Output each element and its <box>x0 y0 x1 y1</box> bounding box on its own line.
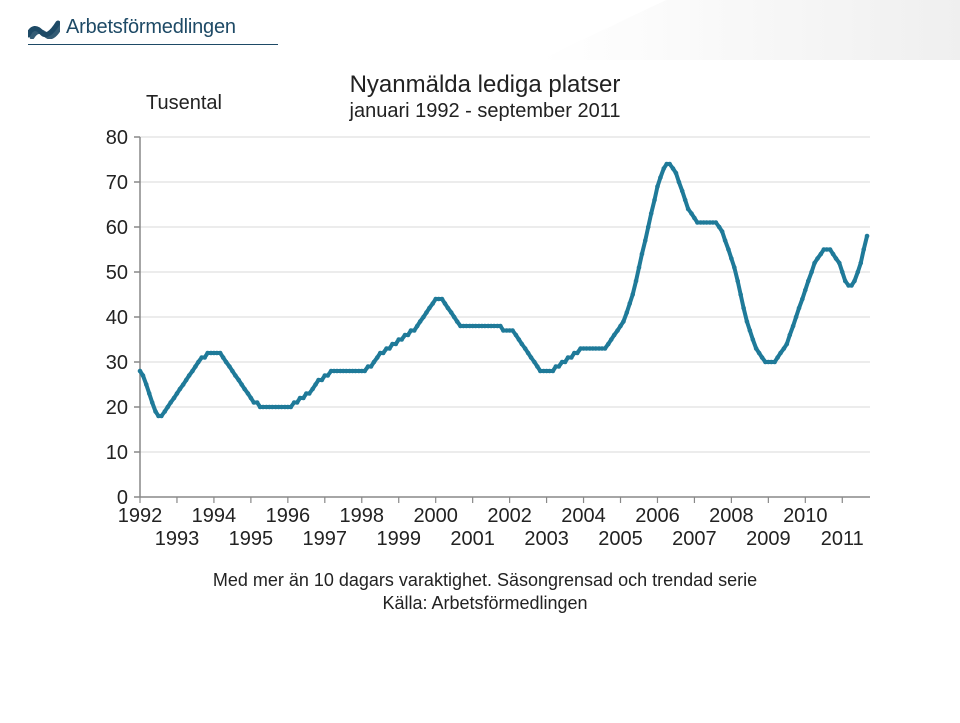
brand-mark-icon <box>28 17 60 39</box>
svg-text:1992: 1992 <box>118 505 163 527</box>
brand-wordmark: Arbetsförmedlingen <box>66 16 236 39</box>
footnote-line-2: Källa: Arbetsförmedlingen <box>382 593 587 613</box>
svg-text:1997: 1997 <box>303 528 348 550</box>
svg-text:1999: 1999 <box>376 528 421 550</box>
y-axis-unit: Tusental <box>146 92 222 115</box>
svg-text:2002: 2002 <box>487 505 532 527</box>
svg-text:2010: 2010 <box>783 505 828 527</box>
decorative-corner <box>540 0 960 60</box>
svg-text:1998: 1998 <box>340 505 385 527</box>
svg-text:2011: 2011 <box>821 528 864 550</box>
footnote-line-1: Med mer än 10 dagars varaktighet. Säsong… <box>213 570 757 590</box>
svg-text:1995: 1995 <box>229 528 274 550</box>
svg-text:50: 50 <box>106 262 128 284</box>
svg-text:20: 20 <box>106 397 128 419</box>
svg-text:1994: 1994 <box>192 505 237 527</box>
svg-text:1993: 1993 <box>155 528 200 550</box>
svg-text:70: 70 <box>106 172 128 194</box>
svg-text:1996: 1996 <box>266 505 311 527</box>
svg-text:80: 80 <box>106 127 128 149</box>
svg-text:2009: 2009 <box>746 528 791 550</box>
svg-text:2005: 2005 <box>598 528 643 550</box>
svg-text:2008: 2008 <box>709 505 754 527</box>
svg-text:10: 10 <box>106 442 128 464</box>
brand-logo: Arbetsförmedlingen <box>28 16 236 39</box>
brand-underline <box>28 44 278 45</box>
svg-text:30: 30 <box>106 352 128 374</box>
svg-text:2007: 2007 <box>672 528 717 550</box>
svg-text:60: 60 <box>106 217 128 239</box>
svg-text:2001: 2001 <box>450 528 495 550</box>
line-chart: 0102030405060708019921994199619982000200… <box>90 127 880 567</box>
svg-text:2003: 2003 <box>524 528 569 550</box>
svg-text:40: 40 <box>106 307 128 329</box>
chart-container: Nyanmälda lediga platser januari 1992 - … <box>90 70 880 630</box>
svg-text:2000: 2000 <box>413 505 458 527</box>
chart-footnote: Med mer än 10 dagars varaktighet. Säsong… <box>90 569 880 616</box>
svg-text:2006: 2006 <box>635 505 680 527</box>
svg-text:2004: 2004 <box>561 505 606 527</box>
